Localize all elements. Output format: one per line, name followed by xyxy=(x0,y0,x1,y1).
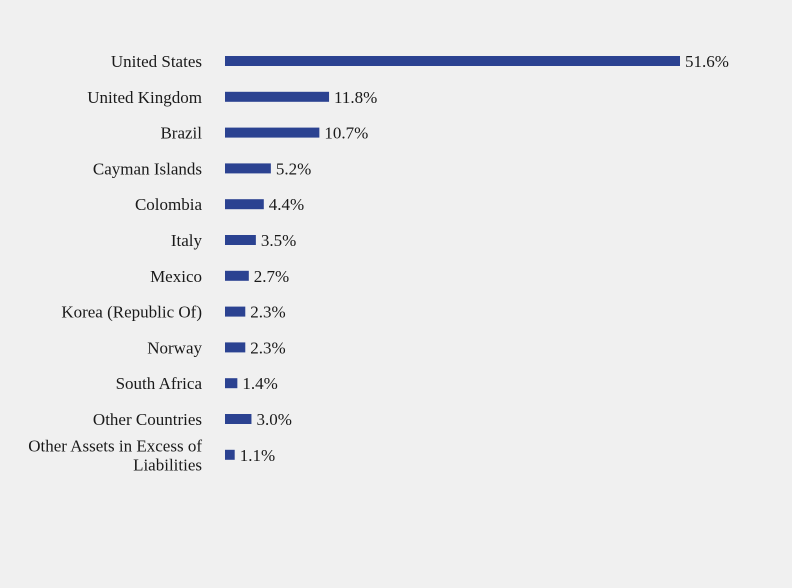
bar xyxy=(225,91,330,102)
bar xyxy=(225,342,246,353)
bar xyxy=(225,56,680,66)
category-label: Korea (Republic Of) xyxy=(61,303,202,322)
category-label-line: Korea (Republic Of) xyxy=(61,303,202,322)
data-label: 3.5% xyxy=(261,231,296,250)
data-label: 5.2% xyxy=(276,159,311,178)
bar xyxy=(225,414,252,424)
category-label-line: Colombia xyxy=(135,195,203,214)
category-label: Brazil xyxy=(160,124,202,143)
data-label: 3.0% xyxy=(256,410,291,429)
data-label: 10.7% xyxy=(324,124,368,143)
bar xyxy=(225,199,264,210)
category-label-line: Norway xyxy=(147,338,202,357)
category-label-line: Italy xyxy=(171,231,203,250)
category-label: Other Countries xyxy=(93,410,202,429)
data-label: 4.4% xyxy=(269,195,304,214)
category-label-line: Liabilities xyxy=(133,455,202,474)
data-label: 2.3% xyxy=(250,338,285,357)
category-label: South Africa xyxy=(116,374,203,393)
bar xyxy=(225,378,238,389)
category-label-line: Other Countries xyxy=(93,410,202,429)
category-label-line: United States xyxy=(111,52,202,71)
category-label: Colombia xyxy=(135,195,203,214)
data-label: 11.8% xyxy=(334,88,377,107)
bar xyxy=(225,270,249,281)
bar xyxy=(225,449,235,460)
data-label: 51.6% xyxy=(685,52,729,71)
bar xyxy=(225,127,320,138)
category-label-line: Mexico xyxy=(150,267,202,286)
data-label: 1.1% xyxy=(240,446,275,465)
category-label-line: Other Assets in Excess of xyxy=(28,436,202,455)
category-label: United States xyxy=(111,52,202,71)
category-label: Mexico xyxy=(150,267,202,286)
category-label: Norway xyxy=(147,338,202,357)
category-label: Italy xyxy=(171,231,203,250)
category-label: Cayman Islands xyxy=(93,159,202,178)
category-label: Other Assets in Excess of Liabilities xyxy=(28,436,202,474)
category-label-line: Brazil xyxy=(160,124,202,143)
bar xyxy=(225,235,256,245)
data-label: 1.4% xyxy=(242,374,277,393)
data-label: 2.3% xyxy=(250,303,285,322)
bar xyxy=(225,163,271,174)
category-label-line: Cayman Islands xyxy=(93,159,202,178)
category-label-line: United Kingdom xyxy=(87,88,202,107)
data-label: 2.7% xyxy=(254,267,289,286)
category-label-line: South Africa xyxy=(116,374,203,393)
bar xyxy=(225,306,246,317)
category-label: United Kingdom xyxy=(87,88,202,107)
